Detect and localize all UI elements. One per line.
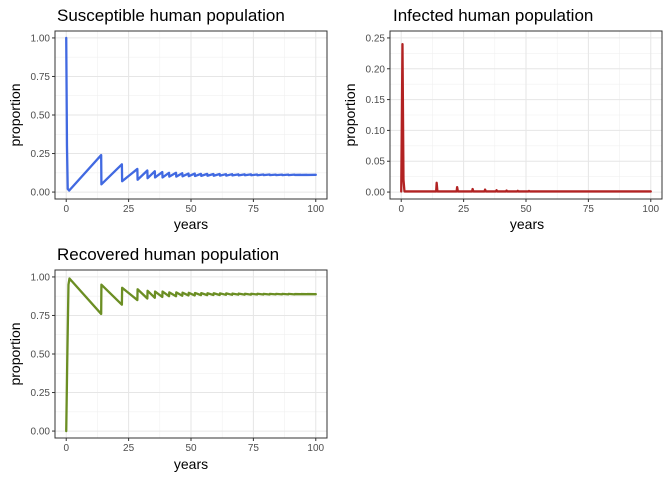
y-tick-label: 0.50 (31, 350, 51, 361)
x-axis-label: years (174, 216, 208, 232)
x-tick-label: 75 (583, 204, 595, 215)
x-tick-label: 25 (458, 204, 470, 215)
x-tick-label: 75 (248, 443, 260, 454)
x-tick-label: 75 (248, 204, 260, 215)
y-tick-label: 0.50 (31, 111, 51, 122)
x-tick-label: 50 (185, 204, 197, 215)
y-axis-label: proportion (7, 83, 23, 146)
y-tick-label: 0.25 (31, 149, 51, 160)
y-tick-label: 0.25 (366, 33, 386, 44)
y-tick-label: 0.00 (31, 188, 51, 199)
y-tick-label: 0.75 (31, 311, 51, 322)
y-tick-label: 1.00 (31, 33, 51, 44)
y-axis-label: proportion (7, 322, 23, 385)
y-tick-label: 0.00 (366, 188, 386, 199)
x-axis-label: years (510, 216, 544, 232)
x-tick-label: 100 (307, 443, 324, 454)
chart-title: Susceptible human population (57, 6, 285, 25)
panel-infected: 0 25 50 75 100 0.00 0.05 0.10 0.15 0.20 0.25 Infect… (342, 6, 663, 232)
x-tick-label: 0 (63, 204, 69, 215)
panel-recovered: 0 25 50 75 100 0.00 0.25 0.50 0.75 1.00 Recovered … (7, 245, 328, 472)
x-tick-label: 100 (307, 204, 324, 215)
x-axis-label: years (174, 456, 208, 472)
series-line-infected (400, 42, 652, 193)
y-tick-label: 0.20 (366, 64, 386, 75)
y-tick-label: 0.25 (31, 388, 51, 399)
gridlines (390, 31, 662, 199)
chart-title: Infected human population (393, 6, 593, 25)
chart-title: Recovered human population (57, 245, 279, 264)
y-tick-label: 0.10 (366, 126, 386, 137)
x-tick-label: 25 (123, 204, 135, 215)
y-tick-label: 0.75 (31, 72, 51, 83)
x-tick-label: 50 (520, 204, 532, 215)
x-tick-label: 50 (185, 443, 197, 454)
x-tick-label: 25 (123, 443, 135, 454)
x-tick-label: 0 (398, 204, 404, 215)
y-tick-label: 1.00 (31, 272, 51, 283)
x-tick-label: 100 (642, 204, 659, 215)
y-tick-label: 0.00 (31, 427, 51, 438)
series-line-susceptible (65, 36, 317, 192)
panel-susceptible: 0 25 50 75 100 0.00 0.25 0.50 0.75 1.00 Susceptibl… (7, 6, 328, 232)
y-axis-label: proportion (342, 83, 358, 146)
y-tick-label: 0.05 (366, 157, 386, 168)
x-tick-label: 0 (63, 443, 69, 454)
series-line-recovered (65, 277, 317, 433)
y-tick-label: 0.15 (366, 95, 386, 106)
